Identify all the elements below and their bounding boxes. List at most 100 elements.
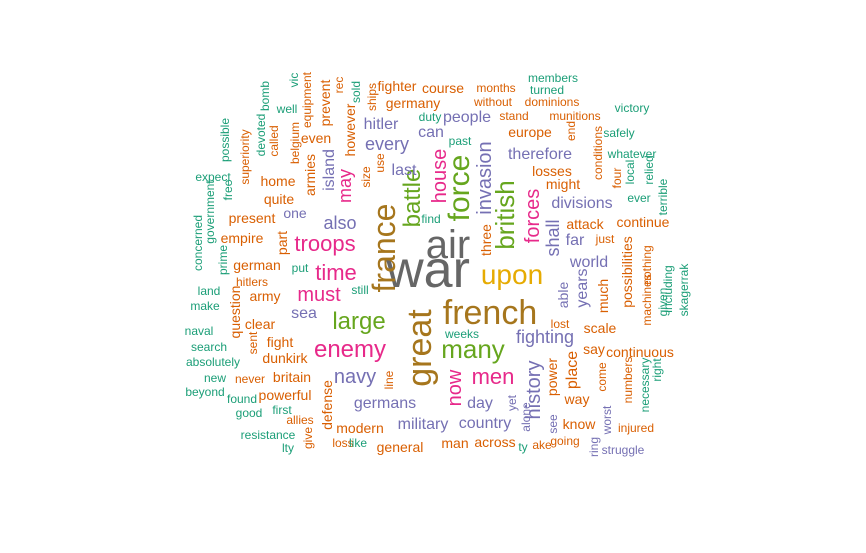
word-hitlers: hitlers	[235, 275, 269, 289]
word-never: never	[234, 372, 266, 386]
word-give: give	[301, 426, 315, 450]
word-ever: ever	[627, 191, 651, 205]
word-munitions: munitions	[549, 109, 601, 123]
word-french: french	[442, 294, 538, 332]
word-see: see	[546, 414, 560, 434]
word-fighting: fighting	[515, 327, 575, 347]
word-use: use	[373, 153, 387, 173]
word-fight: fight	[266, 334, 294, 350]
word-army: army	[249, 288, 281, 304]
word-question: question	[227, 285, 243, 339]
word-every: every	[364, 134, 410, 154]
word-good: good	[235, 406, 263, 420]
word-far: far	[565, 232, 585, 249]
word-hitler: hitler	[363, 116, 399, 133]
word-land: land	[197, 284, 221, 298]
word-equipment: equipment	[300, 71, 314, 129]
word-defense: defense	[319, 380, 335, 430]
word-three: three	[478, 224, 494, 256]
word-attack: attack	[566, 216, 604, 232]
word-losses: losses	[532, 163, 572, 179]
word-lost: lost	[550, 317, 570, 331]
word-world: world	[569, 254, 609, 271]
word-worst: worst	[600, 405, 614, 435]
word-day: day	[467, 395, 493, 412]
word-fighter: fighter	[377, 78, 417, 94]
word-continuous: continuous	[606, 344, 674, 360]
word-course: course	[421, 80, 465, 96]
word-part: part	[274, 230, 290, 256]
word-continue: continue	[616, 214, 670, 230]
word-months: months	[476, 81, 516, 95]
word-also: also	[323, 213, 357, 233]
word-ake: ake	[532, 438, 552, 452]
word-government: government	[203, 180, 217, 244]
word-victory: victory	[614, 101, 650, 115]
word-end: end	[564, 120, 578, 142]
word-therefore: therefore	[507, 146, 573, 163]
word-well: well	[276, 102, 298, 116]
word-divisions: divisions	[551, 195, 613, 212]
word-one: one	[283, 205, 307, 221]
word-possibilities: possibilities	[619, 236, 635, 308]
word-dominions: dominions	[524, 95, 580, 109]
word-naval: naval	[184, 324, 214, 338]
word-found: found	[226, 392, 258, 406]
word-vic: vic	[287, 72, 301, 88]
word-whatever: whatever	[607, 147, 657, 161]
word-loss: loss	[332, 436, 354, 450]
word-called: called	[267, 125, 281, 157]
word-ty: ty	[518, 440, 528, 454]
word-prime: prime	[216, 244, 230, 276]
word-germany: germany	[385, 95, 441, 111]
word-relied: relied	[642, 155, 656, 185]
word-last: last	[391, 162, 417, 179]
word-clear: clear	[244, 316, 276, 332]
word-war: war	[386, 241, 470, 299]
word-concerned: concerned	[191, 214, 205, 272]
word-search: search	[190, 340, 228, 354]
word-terrible: terrible	[656, 178, 670, 216]
word-superiority: superiority	[238, 129, 252, 185]
word-europe: europe	[508, 124, 552, 140]
word-conditions: conditions	[591, 125, 605, 181]
word-now: now	[444, 369, 466, 407]
word-make: make	[190, 299, 220, 313]
word-germans: germans	[353, 395, 417, 412]
word-german: german	[233, 257, 281, 273]
word-enemy: enemy	[313, 336, 387, 363]
word-power: power	[544, 357, 560, 397]
word-france: france	[366, 203, 402, 293]
word-much: much	[595, 278, 611, 314]
word-weeks: weeks	[444, 327, 480, 341]
word-however: however	[342, 103, 358, 157]
word-can: can	[418, 124, 444, 141]
word-struggle: struggle	[601, 443, 645, 457]
word-members: members	[527, 71, 579, 85]
word-still: still	[351, 283, 369, 297]
word-air: air	[425, 223, 471, 267]
word-house: house	[429, 148, 451, 204]
word-invasion: invasion	[474, 141, 496, 215]
word-navy: navy	[333, 366, 377, 388]
word-expect: expect	[195, 170, 231, 184]
word-sea: sea	[291, 305, 317, 322]
word-going: going	[550, 434, 580, 448]
word-military: military	[397, 416, 449, 433]
word-shall: shall	[543, 219, 563, 257]
word-troops: troops	[294, 231, 356, 256]
word-first: first	[272, 403, 292, 417]
word-even: even	[300, 130, 332, 146]
word-able: able	[555, 281, 571, 309]
word-stand: stand	[499, 109, 529, 123]
word-modern: modern	[336, 420, 384, 436]
word-great: great	[401, 309, 439, 387]
word-devoted: devoted	[254, 113, 268, 157]
word-yet: yet	[505, 394, 519, 412]
word-ring: ring	[587, 436, 601, 458]
word-free: free	[221, 179, 235, 201]
word-like: like	[348, 436, 368, 450]
word-sent: sent	[246, 331, 260, 355]
word-put: put	[291, 261, 309, 275]
